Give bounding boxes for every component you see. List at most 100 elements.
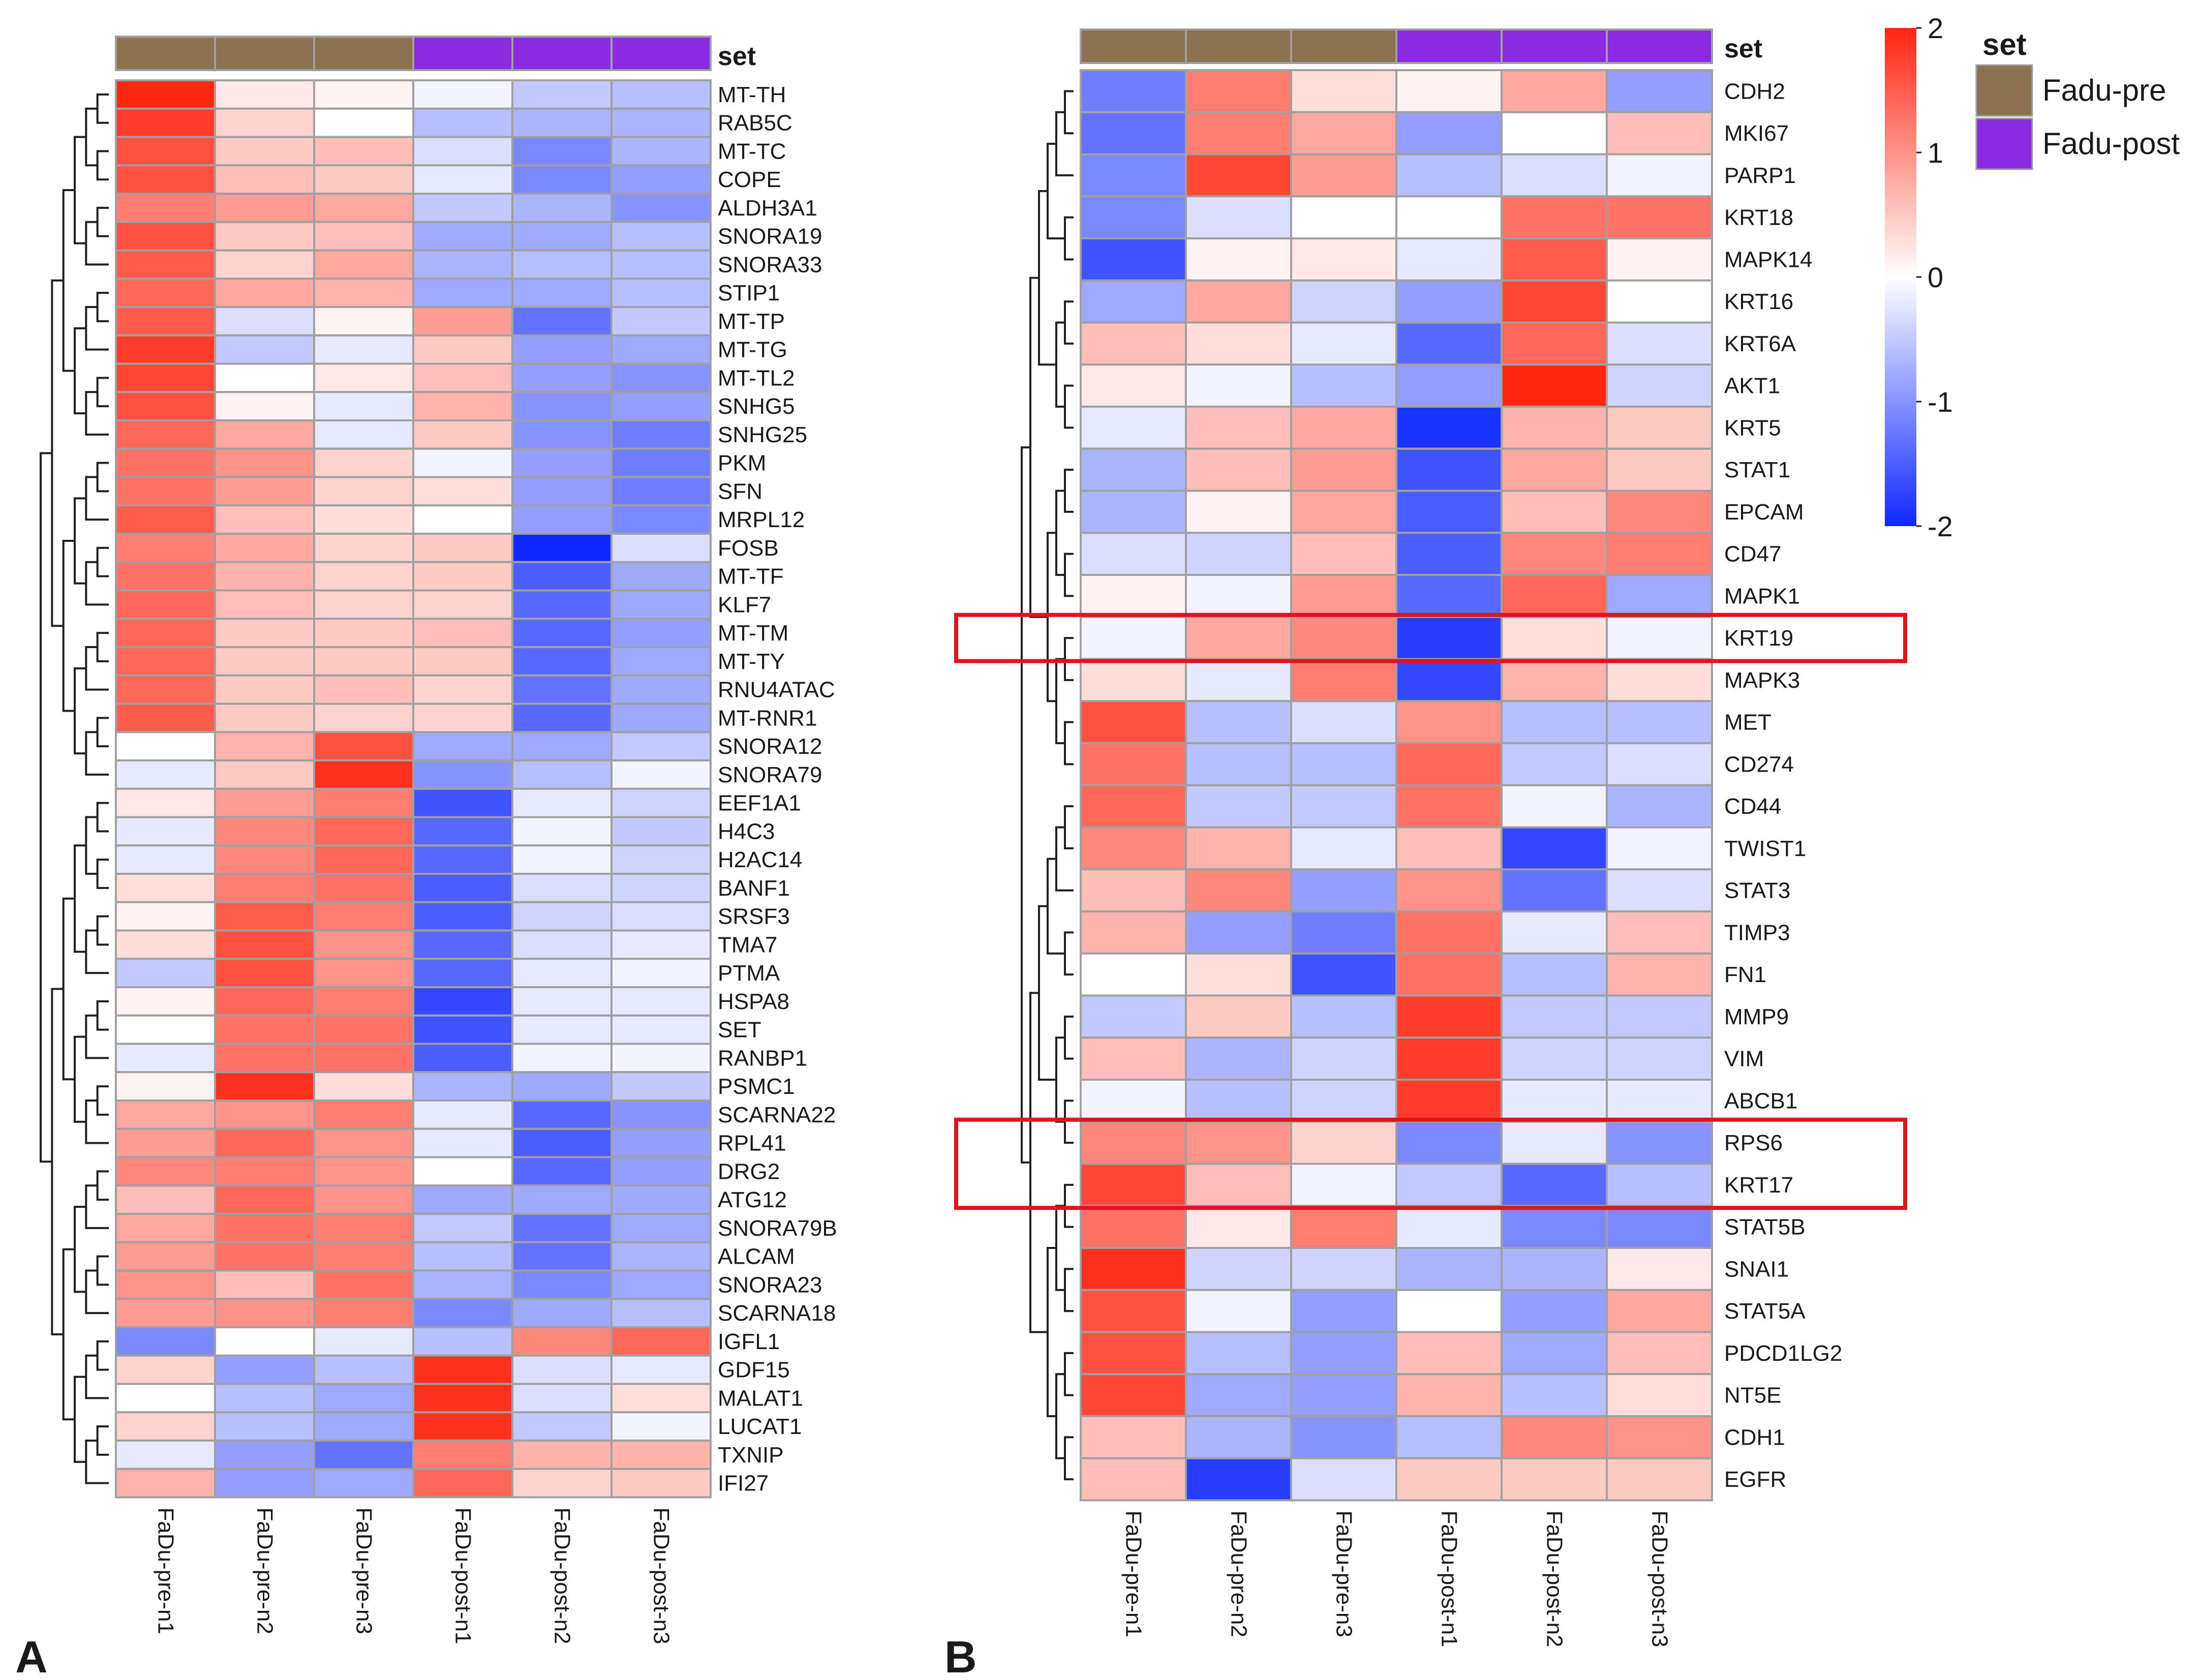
heatmap-cell — [511, 1184, 613, 1215]
heatmap-cell — [1185, 279, 1292, 324]
heatmap-cell — [1501, 1247, 1608, 1291]
gene-label: PARP1 — [1724, 163, 1796, 188]
heatmap-cell — [1185, 1205, 1292, 1249]
heatmap-cell — [214, 986, 315, 1017]
set-annotation-title: set — [718, 42, 756, 71]
heatmap-cell — [1395, 1415, 1503, 1459]
gene-label: STIP1 — [718, 281, 780, 306]
heatmap-cell — [1395, 784, 1503, 829]
dendrogram-branch — [96, 1085, 109, 1116]
heatmap-cell — [313, 107, 414, 138]
dendrogram-branch — [85, 1099, 109, 1144]
heatmap-cell — [313, 1014, 414, 1045]
heatmap-cell — [1606, 195, 1713, 239]
heatmap-cell — [1395, 111, 1503, 156]
dendrogram-branch — [1064, 721, 1074, 766]
heatmap-cell — [313, 334, 414, 365]
heatmap-cell — [115, 107, 216, 138]
heatmap-cell — [610, 1468, 712, 1499]
heatmap-cell — [1290, 195, 1397, 239]
heatmap-cell — [1501, 952, 1608, 997]
heatmap-cell — [511, 221, 613, 252]
dendrogram-branch — [96, 546, 109, 577]
heatmap-cell — [511, 986, 613, 1017]
heatmap-cell — [214, 702, 315, 734]
dendrogram-branch — [96, 1000, 109, 1031]
heatmap-cell — [214, 901, 315, 932]
set-annotation-cell — [1185, 28, 1292, 64]
heatmap-cell — [1501, 574, 1608, 618]
dendrogram-branch — [74, 327, 86, 415]
dendrogram-branch — [96, 1170, 109, 1201]
heatmap-cell — [610, 958, 712, 988]
column-label: FaDu-post-n3 — [1647, 1511, 1672, 1647]
heatmap-cell — [511, 589, 613, 620]
heatmap-cell — [214, 787, 315, 818]
heatmap-cell — [1606, 700, 1713, 744]
dendrogram-branch — [74, 667, 86, 755]
heatmap-cell — [313, 1354, 414, 1385]
heatmap-cell — [511, 731, 613, 761]
gene-label: MT-TL2 — [718, 365, 795, 390]
heatmap-cell — [214, 362, 315, 393]
heatmap-cell — [511, 504, 613, 535]
heatmap-cell — [1606, 1373, 1713, 1417]
heatmap-cell — [313, 1411, 414, 1442]
gene-label: PSMC1 — [718, 1074, 795, 1099]
gene-label: ABCB1 — [1724, 1088, 1797, 1113]
gene-label: SNAI1 — [1724, 1257, 1789, 1281]
dendrogram-branch — [96, 632, 109, 662]
heatmap-cell — [313, 362, 414, 393]
heatmap-cell — [1501, 111, 1608, 156]
heatmap-panel-b: set CDH2 MKI67 PARP1 KRT18 MAPK14 KRT16 KRT6A AK… — [954, 28, 1907, 1647]
heatmap-cell — [115, 306, 216, 337]
heatmap-cell — [1185, 700, 1292, 744]
heatmap-cell — [1395, 574, 1503, 618]
heatmap-cell — [1185, 321, 1292, 366]
gene-label: AKT1 — [1724, 374, 1780, 399]
gene-label: RPL41 — [718, 1131, 786, 1156]
heatmap-cell — [1080, 279, 1187, 324]
gene-label: STAT1 — [1724, 457, 1790, 482]
heatmap-cell — [511, 1043, 613, 1074]
heatmap-cell — [511, 618, 613, 648]
heatmap-cell — [115, 816, 216, 847]
heatmap-cell — [412, 391, 513, 421]
heatmap-cell — [1290, 1457, 1397, 1502]
dendrogram-branch — [85, 221, 109, 266]
gene-label: ALCAM — [718, 1244, 795, 1269]
gene-label: ATG12 — [718, 1187, 787, 1212]
heatmap-cell — [1185, 1289, 1292, 1333]
heatmap-cell — [1395, 826, 1503, 871]
heatmap-cell — [1606, 910, 1713, 955]
heatmap-cell — [511, 447, 613, 478]
heatmap-cell — [610, 1014, 712, 1045]
heatmap-cell — [1395, 910, 1503, 955]
dendrogram-branch — [1055, 490, 1065, 576]
heatmap-cell — [610, 589, 712, 620]
dendrogram-branch — [1029, 992, 1048, 1333]
heatmap-cell — [1501, 1331, 1608, 1376]
dendrogram-branch — [1064, 1099, 1074, 1144]
gene-label: PDCD1LG2 — [1724, 1341, 1842, 1366]
heatmap-cell — [1185, 742, 1292, 786]
heatmap-cell — [313, 79, 414, 110]
heatmap-cell — [313, 702, 414, 734]
heatmap-cell — [1185, 1331, 1292, 1376]
dendrogram-branch — [85, 816, 98, 875]
heatmap-cell — [1606, 406, 1713, 450]
heatmap-cell — [610, 618, 712, 648]
heatmap-cell — [1185, 994, 1292, 1039]
heatmap-cell — [511, 787, 613, 818]
gene-label: PTMA — [718, 961, 780, 986]
heatmap-cell — [1185, 1415, 1292, 1459]
heatmap-cell — [313, 1440, 414, 1470]
heatmap-cell — [1395, 658, 1503, 702]
heatmap-cell — [1395, 616, 1503, 660]
heatmap-cell — [1185, 153, 1292, 198]
dendrogram-branch — [1055, 321, 1065, 408]
heatmap-cell — [115, 1071, 216, 1102]
heatmap-cell — [1185, 868, 1292, 912]
heatmap-cell — [214, 1213, 315, 1243]
heatmap-cell — [214, 504, 315, 535]
